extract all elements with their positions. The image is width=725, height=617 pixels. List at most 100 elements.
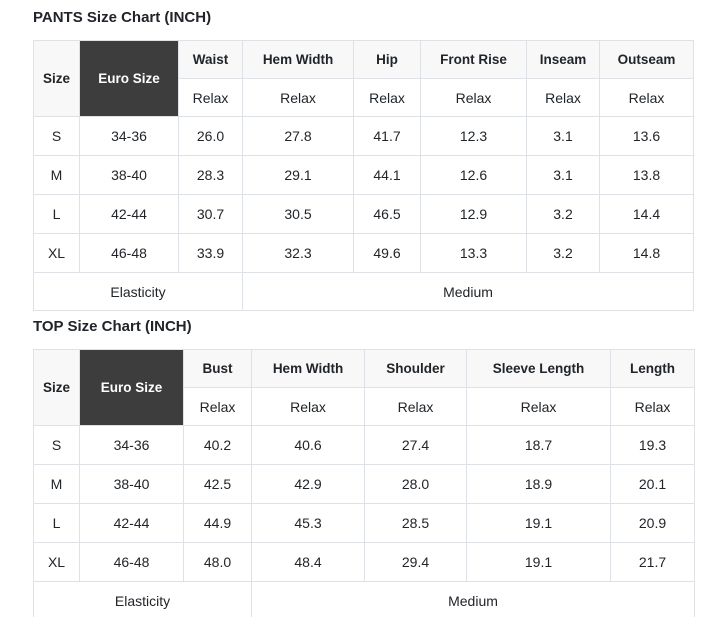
size-cell: M [33, 155, 80, 195]
measure-value-cell: 3.1 [526, 116, 600, 156]
fit-type-cell: Relax [242, 78, 354, 117]
measure-header: Front Rise [420, 40, 527, 79]
fit-type-cell: Relax [599, 78, 694, 117]
measure-header: Hem Width [242, 40, 354, 79]
size-row: S 34-36 26.0 27.8 41.7 12.3 3.1 13.6 [33, 116, 694, 156]
measure-value-cell: 19.1 [466, 542, 611, 582]
euro-size-cell: 38-40 [79, 155, 179, 195]
fit-type-cell: Relax [178, 78, 243, 117]
euro-size-cell: 46-48 [79, 542, 184, 582]
measure-value-cell: 41.7 [353, 116, 421, 156]
measure-value-cell: 42.5 [183, 464, 252, 504]
fit-type-cell: Relax [364, 387, 467, 426]
pants-table-body: S 34-36 26.0 27.8 41.7 12.3 3.1 13.6 M 38-40 28.3 2… [33, 116, 694, 311]
elasticity-row: Elasticity Medium [33, 581, 695, 617]
size-charts-container: PANTS Size Chart (INCH) Size Euro Size Wais… [33, 8, 725, 617]
measure-value-cell: 42.9 [251, 464, 365, 504]
measure-value-cell: 14.8 [599, 233, 694, 273]
size-row: M 38-40 42.5 42.9 28.0 18.9 20.1 [33, 464, 695, 504]
size-row: L 42-44 30.7 30.5 46.5 12.9 3.2 14.4 [33, 194, 694, 234]
measure-value-cell: 48.4 [251, 542, 365, 582]
measure-value-cell: 40.6 [251, 425, 365, 465]
size-cell: S [33, 116, 80, 156]
measure-value-cell: 18.9 [466, 464, 611, 504]
measure-value-cell: 29.1 [242, 155, 354, 195]
size-row: S 34-36 40.2 40.6 27.4 18.7 19.3 [33, 425, 695, 465]
measure-value-cell: 27.8 [242, 116, 354, 156]
elasticity-row: Elasticity Medium [33, 272, 694, 311]
fit-type-cell: Relax [420, 78, 527, 117]
measure-value-cell: 44.1 [353, 155, 421, 195]
measure-value-cell: 12.3 [420, 116, 527, 156]
measure-value-cell: 20.1 [610, 464, 695, 504]
measure-value-cell: 29.4 [364, 542, 467, 582]
measure-header: Outseam [599, 40, 694, 79]
measure-value-cell: 49.6 [353, 233, 421, 273]
measure-value-cell: 13.6 [599, 116, 694, 156]
elasticity-label-cell: Elasticity [33, 581, 252, 617]
size-cell: XL [33, 542, 80, 582]
pants-size-chart-table: Size Euro Size Waist Hem Width Hip Front Rise… [33, 40, 694, 311]
size-row: M 38-40 28.3 29.1 44.1 12.6 3.1 13.8 [33, 155, 694, 195]
euro-size-cell: 42-44 [79, 194, 179, 234]
measure-header: Length [610, 349, 695, 388]
elasticity-label-cell: Elasticity [33, 272, 243, 311]
measure-value-cell: 19.3 [610, 425, 695, 465]
measure-value-cell: 18.7 [466, 425, 611, 465]
header-row-measures: Size Euro Size Waist Hem Width Hip Front Rise… [33, 40, 694, 117]
header-row-measures: Size Euro Size Bust Hem Width Shoulder Sleeve… [33, 349, 695, 426]
size-cell: L [33, 194, 80, 234]
top-size-chart-section: TOP Size Chart (INCH) Size Euro Size Bust He… [33, 317, 725, 617]
elasticity-value-cell: Medium [242, 272, 694, 311]
measure-header: Hip [353, 40, 421, 79]
header-row-fit: Relax Relax Relax Relax Relax [34, 387, 695, 426]
size-cell: XL [33, 233, 80, 273]
measure-header: Shoulder [364, 349, 467, 388]
measure-value-cell: 30.7 [178, 194, 243, 234]
measure-value-cell: 44.9 [183, 503, 252, 543]
size-cell: S [33, 425, 80, 465]
measure-value-cell: 32.3 [242, 233, 354, 273]
top-chart-title: TOP Size Chart (INCH) [33, 318, 192, 335]
euro-size-cell: 34-36 [79, 425, 184, 465]
measure-value-cell: 40.2 [183, 425, 252, 465]
measure-header: Inseam [526, 40, 600, 79]
size-cell: M [33, 464, 80, 504]
measure-value-cell: 28.0 [364, 464, 467, 504]
measure-header: Hem Width [251, 349, 365, 388]
measure-header: Sleeve Length [466, 349, 611, 388]
top-size-chart-table: Size Euro Size Bust Hem Width Shoulder Sleeve… [33, 349, 695, 617]
measure-value-cell: 26.0 [178, 116, 243, 156]
fit-type-cell: Relax [466, 387, 611, 426]
measure-value-cell: 14.4 [599, 194, 694, 234]
fit-type-cell: Relax [183, 387, 252, 426]
measure-value-cell: 3.2 [526, 233, 600, 273]
top-table-head: Size Euro Size Bust Hem Width Shoulder Sleeve… [33, 349, 695, 426]
measure-value-cell: 3.1 [526, 155, 600, 195]
fit-type-cell: Relax [526, 78, 600, 117]
measure-value-cell: 20.9 [610, 503, 695, 543]
measure-value-cell: 28.5 [364, 503, 467, 543]
measure-value-cell: 28.3 [178, 155, 243, 195]
measure-value-cell: 19.1 [466, 503, 611, 543]
pants-size-chart-section: PANTS Size Chart (INCH) Size Euro Size Wais… [33, 8, 725, 311]
euro-size-cell: 46-48 [79, 233, 179, 273]
top-table-body: S 34-36 40.2 40.6 27.4 18.7 19.3 M 38-40 42.5 42.9… [33, 425, 695, 617]
euro-size-cell: 34-36 [79, 116, 179, 156]
measure-value-cell: 3.2 [526, 194, 600, 234]
euro-size-cell: 42-44 [79, 503, 184, 543]
fit-type-cell: Relax [251, 387, 365, 426]
size-column-header: Size [33, 349, 80, 426]
size-column-header: Size [33, 40, 80, 117]
header-row-fit: Relax Relax Relax Relax Relax Relax [34, 78, 694, 117]
measure-value-cell: 12.9 [420, 194, 527, 234]
measure-value-cell: 13.8 [599, 155, 694, 195]
euro-size-column-header: Euro Size [79, 40, 179, 117]
size-row: L 42-44 44.9 45.3 28.5 19.1 20.9 [33, 503, 695, 543]
size-cell: L [33, 503, 80, 543]
fit-type-cell: Relax [610, 387, 695, 426]
fit-type-cell: Relax [353, 78, 421, 117]
size-row: XL 46-48 33.9 32.3 49.6 13.3 3.2 14.8 [33, 233, 694, 273]
pants-chart-title: PANTS Size Chart (INCH) [33, 9, 212, 26]
